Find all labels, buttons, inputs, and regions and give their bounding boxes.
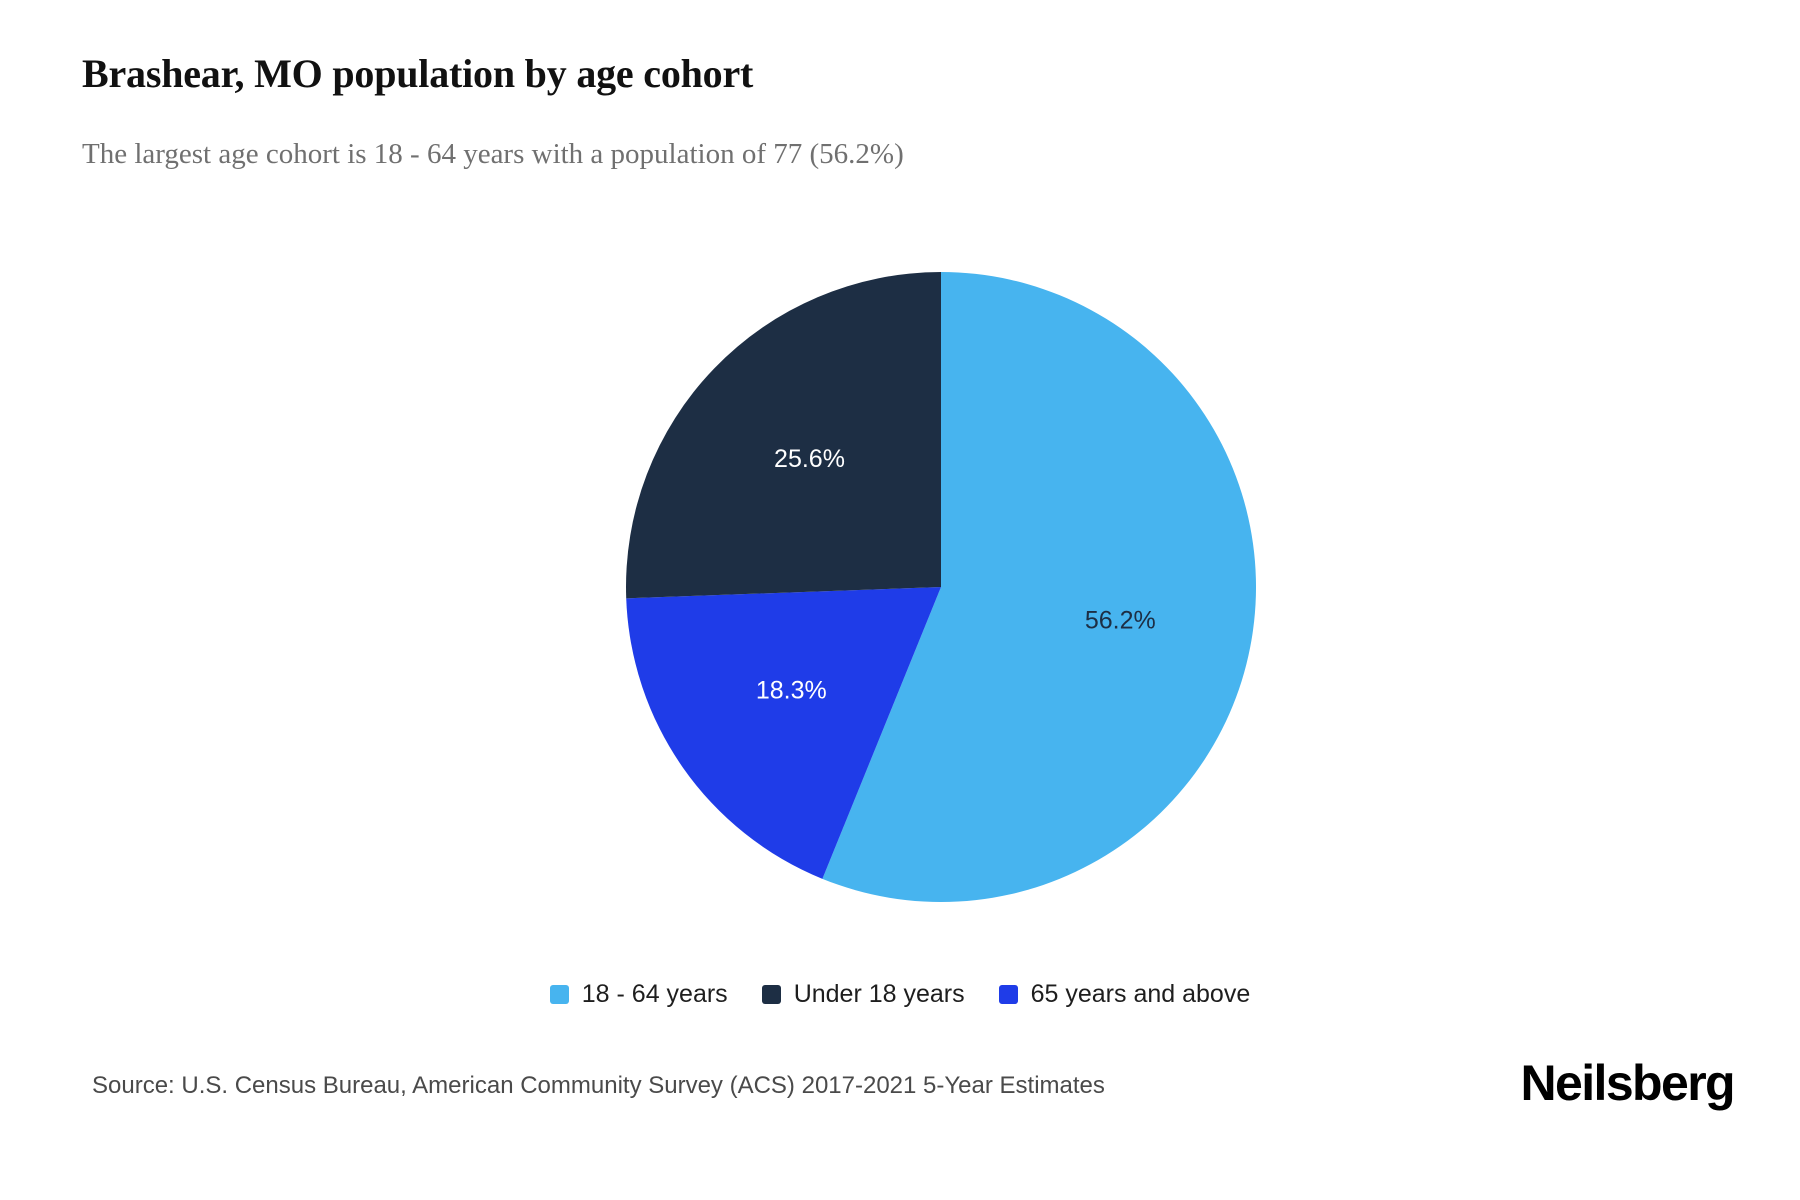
legend-item-under-18-years[interactable]: Under 18 years <box>761 980 965 1009</box>
pie-slice-label-18-64-years: 56.2% <box>1085 607 1156 635</box>
legend-item-label: 18 - 64 years <box>581 980 728 1008</box>
page-title: Brashear, MO population by age cohort <box>82 51 754 96</box>
pie-slice-18-64-years[interactable] <box>822 272 1256 902</box>
legend-item-label: 65 years and above <box>1030 980 1251 1008</box>
legend-color-swatch-icon <box>549 985 569 1004</box>
pie-slice-label-under-18-years: 25.6% <box>774 445 845 473</box>
chart-subtitle: The largest age cohort is 18 - 64 years … <box>82 138 904 170</box>
legend-item-18-64-years[interactable]: 18 - 64 years <box>549 980 728 1009</box>
pie-slice-under-18-years[interactable] <box>626 272 941 599</box>
pie-slice-labels: 56.2% 18.3% 25.6% <box>756 445 1156 705</box>
brand-logo: Neilsberg <box>1520 1055 1736 1111</box>
pie-slices <box>626 272 1256 902</box>
legend-item-65-years-and-above[interactable]: 65 years and above <box>998 980 1251 1009</box>
legend-color-swatch-icon <box>761 985 781 1004</box>
chart-legend: 18 - 64 years Under 18 years 65 years an… <box>0 980 1800 1009</box>
pie-chart-svg: 56.2% 18.3% 25.6% <box>626 272 1256 902</box>
pie-slice-label-65-years-and-above: 18.3% <box>756 676 827 704</box>
pie-slice-65-years-and-above[interactable] <box>626 587 941 879</box>
source-note: Source: U.S. Census Bureau, American Com… <box>92 1072 1105 1099</box>
legend-item-label: Under 18 years <box>793 980 965 1008</box>
legend-color-swatch-icon <box>998 985 1018 1004</box>
